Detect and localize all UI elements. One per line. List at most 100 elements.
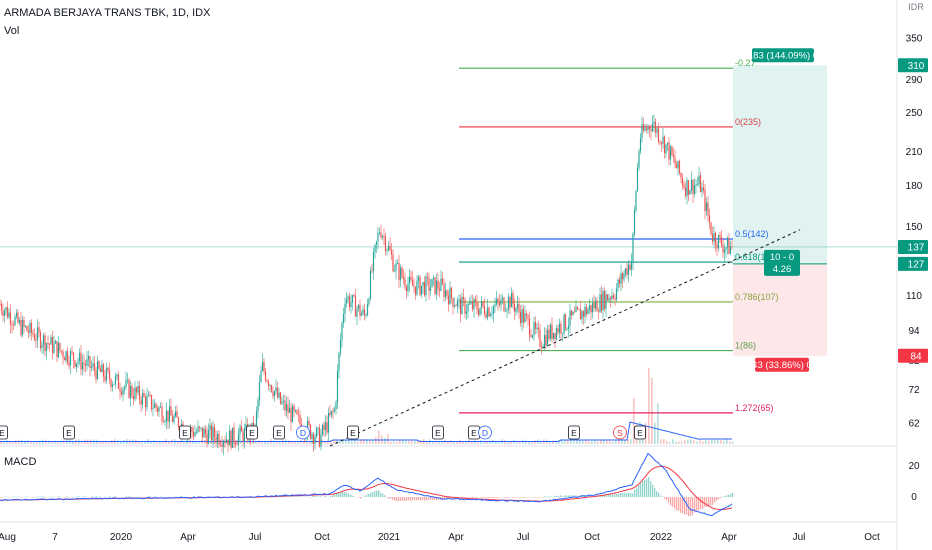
volume-bar — [240, 441, 242, 444]
candle-body — [479, 307, 481, 315]
event-marker-label: E — [0, 428, 5, 438]
candle-body — [224, 442, 226, 443]
event-marker-label: D — [482, 428, 488, 438]
earnings-marker — [568, 425, 580, 440]
candle-body — [341, 322, 343, 340]
volume-bar — [603, 439, 605, 444]
macd-histogram-bar — [694, 497, 696, 513]
macd-histogram-bar — [158, 497, 160, 498]
candle-body — [576, 307, 579, 309]
time-tick-label: 7 — [52, 532, 58, 543]
candle-body — [245, 424, 247, 429]
candle-body — [123, 386, 126, 389]
candle-body — [512, 293, 514, 305]
candle-body — [572, 311, 574, 316]
candle-body — [402, 276, 405, 280]
candle-body — [320, 434, 322, 447]
candle-body — [578, 308, 580, 310]
volume-bar — [663, 439, 665, 444]
candle-body — [41, 344, 43, 349]
candle-body — [438, 288, 441, 291]
candle-body — [533, 322, 535, 336]
volume-bar — [384, 437, 386, 444]
macd-histogram-bar — [98, 496, 100, 498]
volume-bar — [366, 440, 368, 444]
candle-body — [408, 276, 411, 284]
candle-body — [285, 404, 288, 411]
macd-histogram-bar — [134, 496, 136, 498]
candle-body — [236, 444, 238, 446]
candle-body — [375, 241, 378, 245]
macd-histogram-bar — [604, 495, 606, 497]
earnings-marker — [347, 425, 359, 440]
volume-bar — [36, 441, 38, 444]
volume-ma-line — [0, 421, 732, 442]
volume-bar — [606, 440, 608, 444]
volume-bar — [564, 440, 566, 444]
trendline[interactable] — [329, 229, 801, 447]
macd-histogram-bar — [30, 496, 32, 498]
long-position-tool[interactable]: 183 (144.09%) 0 43 (33.86%) 0 10 - 04.26 — [733, 48, 827, 372]
candle-body — [210, 425, 213, 441]
fibonacci-retracement[interactable]: -0.27 0(235) 0.5(142) 0.618(12 0.786(107) 1(8… — [459, 58, 779, 414]
macd-histogram-bar — [26, 496, 28, 497]
candle-body — [644, 128, 646, 131]
candle-body — [170, 406, 172, 416]
candle-body — [17, 312, 19, 323]
macd-histogram-bar — [688, 497, 690, 517]
volume-bar — [582, 440, 584, 444]
volume-bar — [450, 440, 452, 444]
macd-histogram-bar — [114, 496, 116, 497]
candle-body — [75, 363, 78, 367]
macd-histogram-bar — [138, 496, 140, 498]
candle-body — [440, 278, 442, 291]
candle-body — [53, 343, 55, 353]
candle-body — [6, 307, 9, 318]
volume-bar — [183, 441, 185, 444]
volume-bar — [117, 440, 119, 444]
macd-histogram-bar — [574, 495, 576, 497]
volume-bar — [387, 433, 389, 444]
candle-body — [204, 428, 207, 434]
macd-histogram-bar — [620, 492, 622, 497]
macd-histogram-bar — [426, 497, 428, 501]
volume-bar — [18, 440, 20, 444]
candle-body — [717, 235, 720, 249]
candle-body — [32, 332, 34, 335]
macd-histogram-bar — [570, 495, 572, 497]
candle-body — [554, 332, 556, 340]
macd-histogram-bar — [484, 497, 486, 498]
volume-bar — [657, 403, 659, 444]
price-axis[interactable]: IDR3502902502101801501109482726231013712… — [898, 2, 928, 503]
volume-bar — [498, 440, 500, 444]
macd-histogram-bar — [720, 497, 722, 499]
macd-histogram-bar — [170, 496, 172, 498]
event-marker-label: E — [435, 428, 441, 438]
candle-body — [278, 392, 280, 398]
candle-body — [105, 368, 108, 381]
macd-histogram-bar — [378, 490, 380, 497]
time-axis[interactable]: Aug 7 2020 Apr Jul Oct 2021 Apr Jul Oct 2022 Apr Jul… — [0, 532, 880, 543]
volume-bar — [552, 440, 554, 444]
macd-histogram-bar — [628, 493, 630, 497]
volume-bar — [24, 440, 26, 444]
macd-histogram-bar — [72, 496, 74, 498]
candle-body — [332, 410, 334, 412]
candle-body — [519, 311, 522, 324]
macd-histogram-bar — [164, 497, 166, 498]
candle-body — [230, 430, 232, 448]
candle-body — [612, 295, 615, 299]
macd-histogram-bar — [480, 497, 482, 498]
macd-histogram-bar — [326, 496, 328, 498]
candle-body — [60, 350, 63, 352]
macd-histogram-bar — [312, 496, 314, 497]
price-tick-label: 72 — [908, 385, 920, 396]
volume-bar — [108, 441, 110, 444]
volume-bar — [345, 439, 347, 444]
volume-bar — [186, 440, 188, 444]
candle-body — [296, 410, 298, 415]
macd-histogram-bar — [552, 496, 554, 498]
volume-bar — [573, 441, 575, 444]
